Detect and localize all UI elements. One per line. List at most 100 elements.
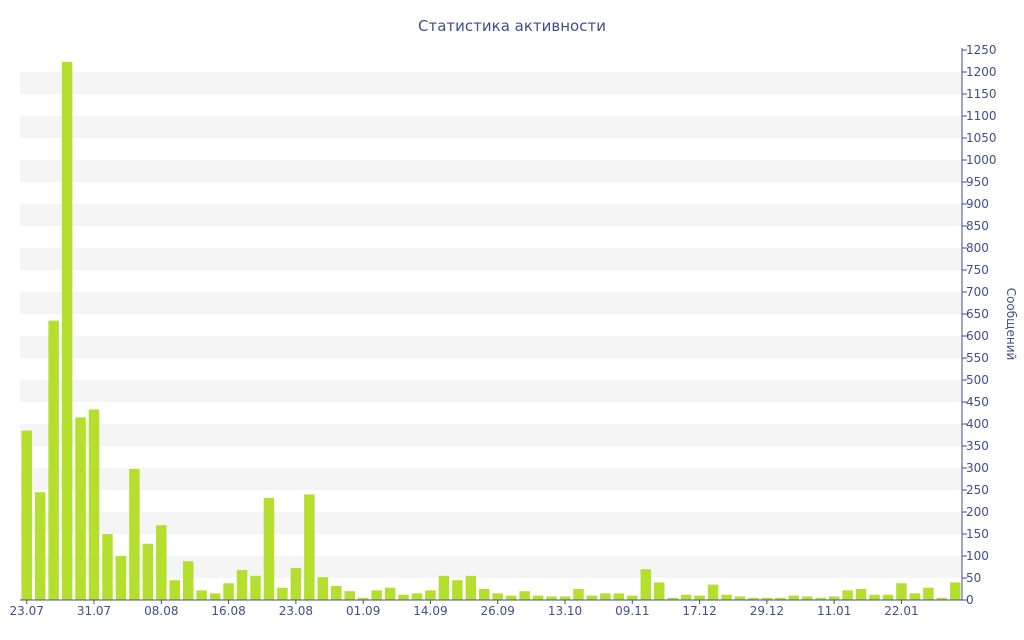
- bar: [156, 525, 167, 600]
- bar: [115, 556, 127, 600]
- bar: [102, 534, 113, 600]
- y-axis-label: Сообщений: [1004, 288, 1018, 361]
- y-tick-label: 550: [966, 351, 989, 365]
- x-axis-ticks: 23.07 31.07 08.08 16.08 23.08 01.09 14.09 26.09…: [10, 600, 919, 618]
- x-tick-label: 11.01: [817, 604, 851, 618]
- y-axis-ticks: 0 50 100 150 200 250 300 350 400 450 500 550 600 650 7…: [962, 43, 997, 607]
- grid-band: [20, 292, 962, 314]
- bar: [75, 417, 86, 600]
- x-tick-label: 14.09: [413, 604, 447, 618]
- bar: [640, 569, 652, 600]
- y-tick-label: 1250: [966, 43, 997, 57]
- x-tick-label: 26.09: [481, 604, 515, 618]
- grid-band: [20, 336, 962, 358]
- y-tick-label: 600: [966, 329, 989, 343]
- x-tick-label: 23.08: [279, 604, 313, 618]
- bar: [950, 582, 961, 600]
- x-tick-label: 09.11: [615, 604, 649, 618]
- x-tick-label: 16.08: [211, 604, 245, 618]
- y-tick-label: 100: [966, 549, 989, 563]
- bar: [842, 590, 853, 600]
- bar: [600, 593, 611, 600]
- bar: [775, 597, 786, 600]
- y-tick-label: 700: [966, 285, 989, 299]
- bar: [896, 583, 907, 600]
- bar: [909, 593, 921, 600]
- bar: [788, 595, 800, 600]
- bar: [519, 591, 530, 600]
- x-tick-label: 22.01: [884, 604, 918, 618]
- bar: [21, 430, 32, 600]
- grid-band: [20, 380, 962, 402]
- bar: [815, 597, 826, 600]
- bar: [546, 596, 557, 600]
- bar: [398, 594, 409, 600]
- bar: [936, 597, 948, 600]
- y-tick-label: 1050: [966, 131, 997, 145]
- grid-band: [20, 116, 962, 138]
- y-tick-label: 900: [966, 197, 989, 211]
- bar: [384, 587, 396, 600]
- grid-band: [20, 248, 962, 270]
- bar: [721, 594, 732, 600]
- x-tick-label: 13.10: [548, 604, 582, 618]
- bar: [923, 587, 934, 600]
- grid-band: [20, 556, 962, 578]
- bar: [48, 320, 59, 600]
- bar: [532, 595, 544, 600]
- bar: [465, 575, 477, 600]
- grid-band: [20, 72, 962, 94]
- bar: [761, 597, 773, 600]
- y-tick-label: 800: [966, 241, 989, 255]
- bar: [61, 61, 73, 600]
- bar: [34, 492, 46, 600]
- y-tick-label: 450: [966, 395, 989, 409]
- y-tick-label: 300: [966, 461, 989, 475]
- x-tick-label: 29.12: [750, 604, 784, 618]
- bar: [479, 589, 490, 600]
- x-tick-label: 23.07: [10, 604, 44, 618]
- x-tick-label: 01.09: [346, 604, 380, 618]
- bar: [734, 596, 746, 600]
- y-tick-label: 150: [966, 527, 989, 541]
- bar: [680, 594, 692, 600]
- bar: [801, 596, 813, 600]
- bar: [492, 593, 503, 600]
- y-tick-label: 350: [966, 439, 989, 453]
- chart-title: Статистика активности: [418, 17, 606, 35]
- grid-bands: [20, 72, 962, 578]
- bar: [344, 591, 355, 600]
- bar: [142, 543, 154, 600]
- bar: [425, 590, 436, 600]
- x-tick-label: 31.07: [77, 604, 111, 618]
- y-tick-label: 250: [966, 483, 989, 497]
- bar: [317, 577, 329, 600]
- bar: [627, 595, 638, 600]
- bar: [653, 582, 665, 600]
- y-tick-label: 1150: [966, 87, 997, 101]
- bar: [505, 595, 517, 600]
- x-tick-label: 08.08: [144, 604, 178, 618]
- y-tick-label: 500: [966, 373, 989, 387]
- bar: [869, 594, 880, 600]
- bar: [438, 575, 450, 600]
- bar: [411, 593, 423, 600]
- bar: [304, 494, 315, 600]
- grid-band: [20, 512, 962, 534]
- bar: [613, 593, 625, 600]
- bar: [573, 589, 584, 600]
- bar: [586, 595, 598, 600]
- bar: [196, 590, 207, 600]
- y-tick-label: 850: [966, 219, 989, 233]
- bar: [452, 580, 463, 600]
- grid-band: [20, 424, 962, 446]
- y-tick-label: 1000: [966, 153, 997, 167]
- y-tick-label: 750: [966, 263, 989, 277]
- bar: [290, 567, 302, 600]
- y-tick-label: 950: [966, 175, 989, 189]
- bar: [223, 583, 234, 600]
- bar: [263, 497, 275, 600]
- bars: [21, 61, 961, 600]
- bar: [357, 597, 369, 600]
